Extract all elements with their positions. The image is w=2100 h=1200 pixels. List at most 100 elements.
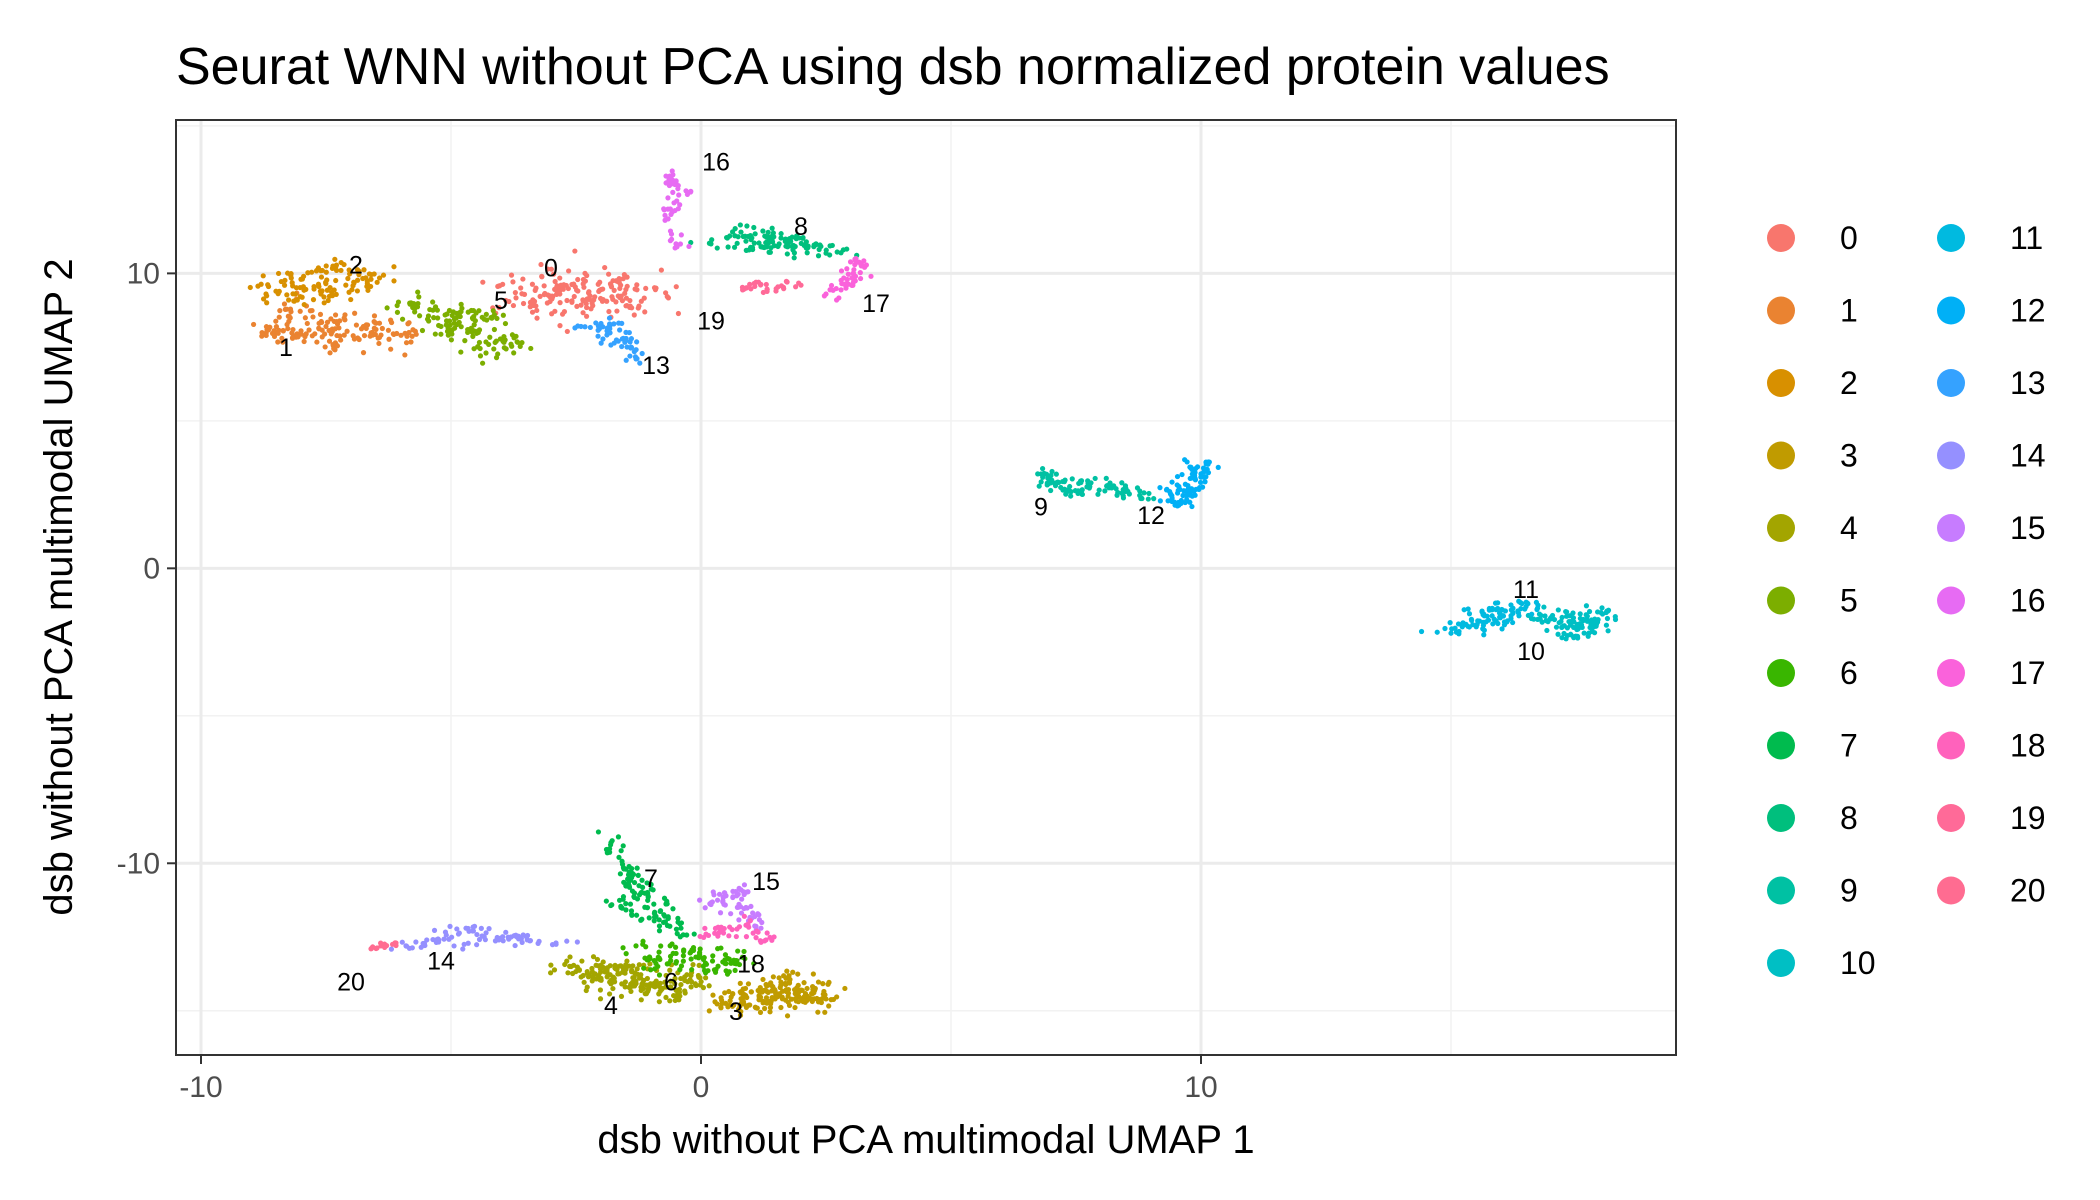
legend-item-19[interactable]: 19 [1937,800,2046,836]
data-point [657,980,663,986]
data-point [827,287,833,293]
legend-swatch [1937,586,1965,615]
data-point [255,283,261,289]
data-point [1492,600,1499,606]
data-point [766,249,772,255]
data-point [634,282,640,288]
data-point [692,981,698,987]
data-point [446,318,453,324]
legend-item-1[interactable]: 1 [1767,293,1858,329]
data-point [804,997,810,1003]
data-point [1442,625,1448,632]
legend-label: 8 [1840,800,1858,836]
data-point [756,993,762,999]
legend-item-12[interactable]: 12 [1937,293,2046,329]
data-point [531,298,538,304]
data-point [710,889,716,895]
data-point [678,981,684,988]
data-point [1604,608,1610,614]
data-point [325,297,331,304]
data-point [657,956,663,963]
legend-item-10[interactable]: 10 [1767,945,1876,981]
data-point [1188,464,1194,470]
data-point [852,258,859,264]
data-point [614,308,620,314]
data-point [697,951,703,957]
legend-item-3[interactable]: 3 [1767,438,1858,474]
data-point [1470,622,1476,628]
data-point [538,261,544,268]
data-point [752,923,758,929]
legend-label: 11 [2010,220,2043,256]
data-point [682,977,688,984]
data-point [644,880,650,886]
data-point [502,320,509,327]
data-point [688,979,695,985]
data-point [567,954,573,960]
data-point [732,967,738,974]
legend-label: 0 [1840,220,1858,256]
data-point [496,305,502,311]
data-point [1189,493,1195,499]
data-point [850,270,856,276]
data-point [465,309,471,315]
legend-label: 10 [1840,945,1876,981]
data-point [623,951,629,957]
cluster-20-points [368,940,399,952]
data-point [580,310,586,316]
data-point [693,954,699,960]
data-point [303,331,309,337]
data-point [458,301,464,307]
data-point [698,979,704,985]
legend-item-6[interactable]: 6 [1767,655,1858,691]
legend-item-0[interactable]: 0 [1767,220,1858,256]
data-point [1544,627,1550,634]
legend-swatch [1767,296,1795,325]
data-point [688,239,694,246]
legend-item-16[interactable]: 16 [1937,583,2046,619]
data-point [510,279,516,285]
data-point [817,242,823,248]
data-point [402,352,408,358]
legend-item-2[interactable]: 2 [1767,365,1858,401]
data-point [623,295,630,301]
data-point [606,308,612,315]
data-point [311,286,317,292]
data-point [607,321,613,327]
data-point [651,918,657,924]
legend-item-8[interactable]: 8 [1767,800,1858,836]
legend-item-20[interactable]: 20 [1937,873,2046,909]
legend-item-7[interactable]: 7 [1767,728,1858,764]
data-point [712,925,719,932]
data-point [598,969,604,975]
data-point [491,326,498,333]
y-tick-label: 10 [127,257,160,290]
data-point [671,200,677,206]
legend-item-18[interactable]: 18 [1937,728,2046,764]
data-point [752,231,758,237]
legend-item-15[interactable]: 15 [1937,510,2046,546]
legend-item-5[interactable]: 5 [1767,583,1858,619]
data-point [351,336,357,342]
legend-item-17[interactable]: 17 [1937,655,2046,691]
data-point [289,330,295,336]
data-point [1573,633,1580,640]
legend-item-13[interactable]: 13 [1937,365,2046,401]
legend-item-11[interactable]: 11 [1937,220,2043,256]
x-tick-label: 10 [1184,1071,1217,1104]
data-point [462,338,468,344]
data-point [453,315,459,321]
data-point [473,310,479,316]
legend-item-14[interactable]: 14 [1937,438,2046,474]
cluster-label-4: 4 [604,992,618,1020]
data-point [593,320,599,326]
data-point [793,284,799,290]
data-point [399,316,406,322]
data-point [415,289,421,295]
data-point [441,936,447,942]
data-point [677,202,683,208]
legend-item-4[interactable]: 4 [1767,510,1858,546]
legend-item-9[interactable]: 9 [1767,873,1858,909]
data-point [1038,479,1044,485]
legend-label: 15 [2010,510,2046,546]
